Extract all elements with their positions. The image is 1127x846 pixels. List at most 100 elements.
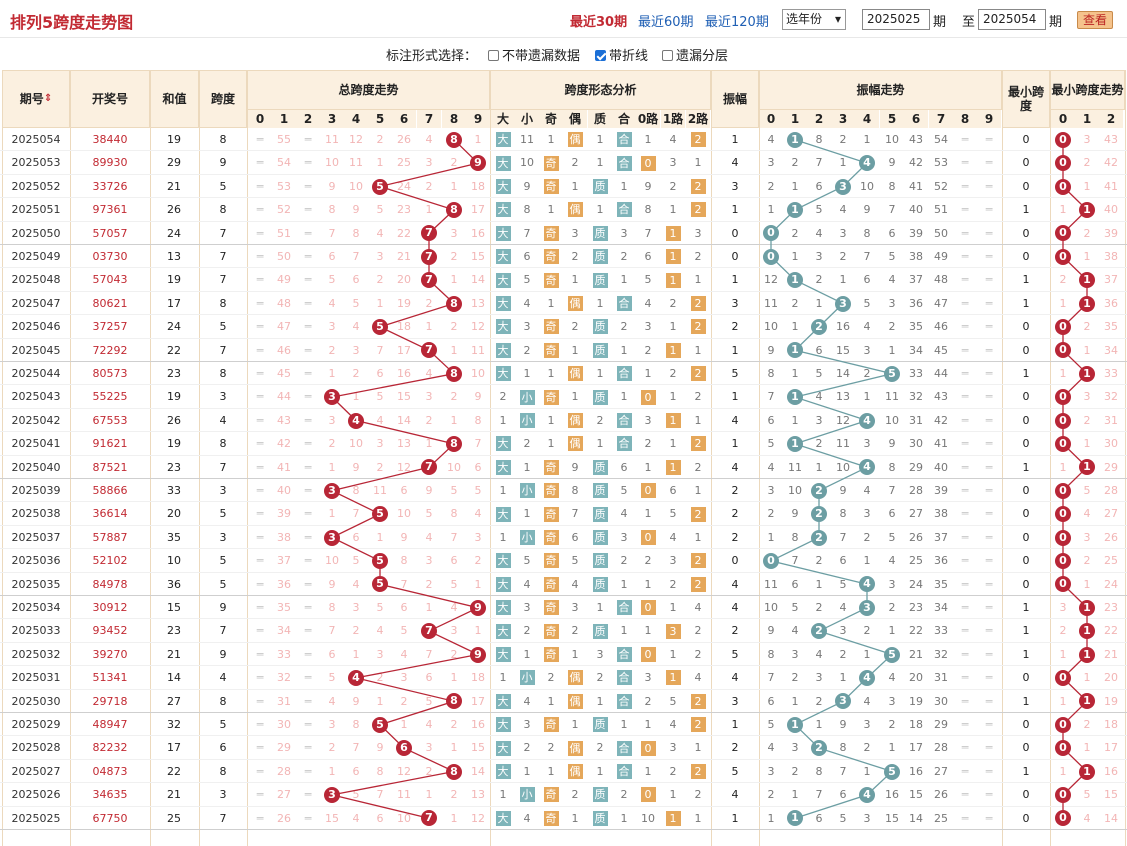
shape-miss-cell: 1 [571, 390, 579, 404]
amp-miss-cell: ═ [985, 694, 993, 708]
from-issue-input[interactable]: 2025025 [862, 9, 930, 30]
span-miss-cell: 39 [277, 507, 291, 521]
span-miss-cell: 10 [349, 179, 363, 193]
sum-cell: 29 [167, 156, 181, 170]
draw-number-cell: 91621 [92, 437, 128, 451]
min-span-cell: 1 [1022, 694, 1030, 708]
checkbox-icon[interactable] [488, 50, 499, 61]
min-span-cell: 1 [1022, 764, 1030, 778]
shape-tag: 偶 [567, 740, 583, 756]
draw-number-cell: 36614 [92, 507, 128, 521]
shape-tag: 大 [495, 763, 511, 779]
span-miss-cell: ═ [304, 296, 312, 310]
min-span-cell: 0 [1022, 133, 1030, 146]
amp-miss-cell: 3 [888, 577, 896, 591]
span-miss-cell: 3 [425, 554, 433, 568]
year-select[interactable]: 选年份 [782, 9, 846, 30]
shape-miss-cell: 1 [571, 811, 579, 825]
to-issue-input[interactable]: 2025054 [978, 9, 1046, 30]
shape-tag: 大 [495, 272, 511, 288]
amp-cell: 3 [731, 179, 739, 193]
min-miss-cell: 4 [1083, 811, 1091, 825]
span-miss-cell: 6 [400, 484, 408, 497]
span-miss-cell: 4 [425, 530, 433, 544]
amp-miss-cell: 40 [934, 460, 948, 474]
option-no-miss[interactable]: 不带遗漏数据 [488, 45, 580, 64]
query-button[interactable]: 查看 [1077, 11, 1113, 29]
span-miss-cell: 2 [450, 320, 458, 334]
span-miss-cell: ═ [304, 133, 312, 146]
shape-miss-cell: 2 [669, 296, 677, 310]
span-miss-cell: 4 [425, 367, 433, 380]
min-span-cell: 0 [1022, 390, 1030, 404]
draw-number-cell: 84978 [92, 577, 128, 591]
link-recent-30[interactable]: 最近30期 [570, 15, 628, 30]
checkbox-checked-icon[interactable] [595, 50, 606, 61]
amp-miss-cell: 1 [815, 718, 823, 731]
shape-miss-cell: 1 [571, 718, 579, 731]
shape-tag: 合 [616, 436, 632, 452]
option-bar: 标注形式选择： 不带遗漏数据 带折线 遗漏分层 [0, 42, 1127, 66]
amp-miss-cell: 3 [863, 437, 871, 451]
span-miss-cell: ═ [304, 530, 312, 544]
shape-miss-cell: 1 [620, 577, 628, 591]
span-cell: 9 [219, 601, 227, 614]
amp-miss-cell: 5 [839, 811, 847, 825]
min-miss-cell: 1 [1059, 647, 1067, 661]
min-miss-cell: 1 [1059, 764, 1067, 778]
link-recent-60[interactable]: 最近60期 [638, 15, 694, 30]
option-miss-layer-label: 遗漏分层 [676, 49, 729, 64]
amp-miss-cell: ═ [985, 390, 993, 404]
shape-miss-cell: 1 [644, 577, 652, 591]
shape-tag: 质 [592, 483, 608, 499]
shape-miss-cell: 1 [694, 343, 702, 357]
link-recent-120[interactable]: 最近120期 [705, 15, 769, 30]
amp-miss-cell: 27 [934, 764, 948, 778]
checkbox-icon[interactable] [662, 50, 673, 61]
shape-miss-cell: 1 [620, 811, 628, 825]
amp-cell: 4 [731, 577, 739, 591]
draw-number-cell: 30912 [92, 601, 128, 614]
shape-miss-cell: 1 [523, 647, 531, 661]
min-miss-cell: 3 [1059, 601, 1067, 614]
shape-tag: 小 [519, 529, 535, 545]
span-miss-cell: 16 [397, 367, 411, 380]
span-miss-cell: ═ [304, 390, 312, 404]
amp-miss-cell: 2 [815, 554, 823, 568]
option-miss-layer[interactable]: 遗漏分层 [662, 45, 728, 64]
min-span-cell: 0 [1022, 484, 1030, 497]
span-miss-cell: ═ [304, 226, 312, 240]
shape-tag: 奇 [543, 810, 559, 826]
span-miss-cell: ═ [256, 530, 264, 544]
shape-miss-cell: 6 [571, 530, 579, 544]
shape-miss-cell: 3 [644, 671, 652, 685]
sort-icon[interactable]: ⇕ [43, 93, 53, 104]
amp-digit-header-9: 9 [977, 110, 1001, 128]
amp-miss-cell: 6 [815, 343, 823, 357]
shape-miss-cell: 2 [644, 343, 652, 357]
column-divider [247, 70, 248, 846]
span-miss-cell: 11 [349, 156, 363, 170]
shape-miss-cell: 10 [641, 811, 655, 825]
amp-miss-cell: 38 [934, 507, 948, 521]
span-miss-cell: ═ [256, 296, 264, 310]
min-span-cell: 0 [1022, 788, 1030, 802]
min-miss-cell: 42 [1104, 156, 1118, 170]
amp-cell: 3 [731, 296, 739, 310]
shape-tag: 偶 [567, 412, 583, 428]
span-miss-cell: 12 [349, 133, 363, 146]
shape-miss-cell: 4 [644, 296, 652, 310]
span-miss-cell: 14 [471, 764, 485, 778]
amp-miss-cell: 11 [836, 437, 850, 451]
sum-cell: 10 [167, 554, 181, 568]
min-span-cell: 0 [1022, 413, 1030, 427]
amp-miss-cell: 8 [767, 367, 775, 380]
shape-tag: 质 [592, 225, 608, 241]
span-miss-cell: 1 [425, 788, 433, 802]
span-miss-cell: ═ [304, 624, 312, 638]
amp-miss-cell: 4 [815, 647, 823, 661]
span-miss-cell: ═ [256, 484, 264, 497]
option-polyline[interactable]: 带折线 [595, 45, 648, 64]
amp-miss-cell: 22 [909, 624, 923, 638]
draw-number-cell: 51341 [92, 671, 128, 685]
